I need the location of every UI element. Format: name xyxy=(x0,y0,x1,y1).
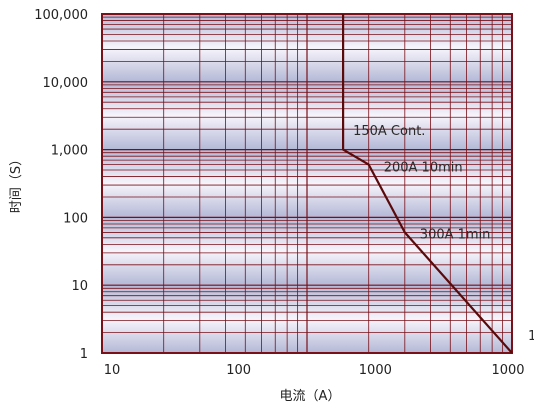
x-tick-label: 100 xyxy=(226,363,251,378)
y-tick-label: 100 xyxy=(63,211,88,226)
annotation-label: 200A 10min xyxy=(384,161,463,176)
annotation-layer: 150A Cont. 200A 10min 300A 1min 1000A 1s xyxy=(353,124,534,344)
y-tick-label: 10 xyxy=(71,279,88,294)
y-tick-label: 1 xyxy=(80,347,88,362)
annotation-label: 1000A 1s xyxy=(528,329,534,344)
y-tick-label: 1,000 xyxy=(51,144,88,159)
y-axis-title: 时间（S） xyxy=(9,153,24,213)
x-axis-title: 电流（A） xyxy=(280,389,341,404)
series-line xyxy=(342,14,513,354)
curve-layer xyxy=(342,14,513,354)
x-tick-label: 1000 xyxy=(359,363,392,378)
x-tick-label: 1000 xyxy=(491,363,524,378)
x-tick-label: 10 xyxy=(104,363,121,378)
y-tick-label: 100,000 xyxy=(34,8,88,23)
annotation-label: 150A Cont. xyxy=(353,124,425,139)
annotation-label: 300A 1min xyxy=(420,227,491,242)
grid xyxy=(101,13,513,354)
plot-frame xyxy=(101,13,513,354)
y-tick-label: 10,000 xyxy=(43,76,89,91)
tick-layer: 10 100 1000 1000 1 10 100 1,000 10,000 100,000 xyxy=(34,8,524,378)
